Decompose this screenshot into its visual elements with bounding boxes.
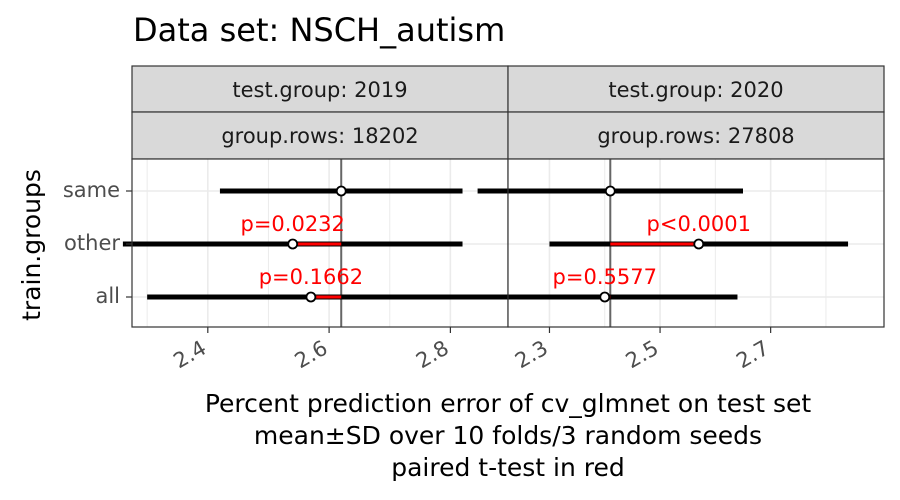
strip-top-2019-label: test.group: 2019 bbox=[232, 78, 407, 102]
chart-title: Data set: NSCH_autism bbox=[133, 11, 505, 49]
x-axis-title-line-2: mean±SD over 10 folds/3 random seeds bbox=[254, 421, 762, 450]
plot-area-2020: p<0.0001 p=0.5577 2.3 2.5 2.7 bbox=[472, 158, 885, 373]
strip-bottom-2019-label: group.rows: 18202 bbox=[221, 124, 418, 148]
mean-point-other bbox=[287, 238, 299, 250]
x-tick-label-2: 2.8 bbox=[412, 336, 453, 373]
y-axis: same other all bbox=[63, 178, 132, 308]
strip-top-2019 bbox=[131, 65, 509, 113]
y-tick-label-same: same bbox=[63, 178, 120, 202]
panel-border bbox=[507, 158, 885, 328]
panel-2019: test.group: 2019 group.rows: 18202 p=0.0… bbox=[122, 65, 509, 373]
x-tick-label-2: 2.7 bbox=[732, 336, 773, 373]
x-tick-label-0: 2.4 bbox=[169, 336, 210, 373]
p-value-label-all: p=0.5577 bbox=[553, 265, 657, 289]
plot-area-2019: p=0.0232 p=0.1662 2.4 2.6 2.8 bbox=[122, 158, 509, 373]
panel-2020: test.group: 2020 group.rows: 27808 p<0.0… bbox=[472, 65, 885, 373]
p-value-label-other: p=0.0232 bbox=[241, 212, 345, 236]
p-value-label-all: p=0.1662 bbox=[259, 265, 363, 289]
x-tick-label-1: 2.6 bbox=[291, 336, 332, 373]
strip-bottom-2020 bbox=[507, 111, 885, 160]
x-axis-title-line-1: Percent prediction error of cv_glmnet on… bbox=[205, 389, 812, 418]
mean-point-all bbox=[599, 291, 611, 303]
strip-top-2020-label: test.group: 2020 bbox=[608, 78, 783, 102]
x-tick-label-1: 2.5 bbox=[622, 336, 663, 373]
mean-point-same bbox=[604, 185, 616, 197]
mean-point-same bbox=[335, 185, 347, 197]
x-tick-label-0: 2.3 bbox=[511, 336, 552, 373]
strip-bottom-2020-label: group.rows: 27808 bbox=[597, 124, 794, 148]
y-tick-label-all: all bbox=[95, 284, 120, 308]
strip-bottom-2019 bbox=[131, 111, 509, 160]
p-value-label-other: p<0.0001 bbox=[647, 212, 751, 236]
y-axis-title: train.groups bbox=[17, 169, 46, 321]
mean-point-other bbox=[693, 238, 705, 250]
y-tick-label-other: other bbox=[64, 231, 120, 255]
x-axis-title-line-3: paired t-test in red bbox=[391, 453, 625, 482]
mean-point-all bbox=[305, 291, 317, 303]
strip-top-2020 bbox=[507, 65, 885, 113]
